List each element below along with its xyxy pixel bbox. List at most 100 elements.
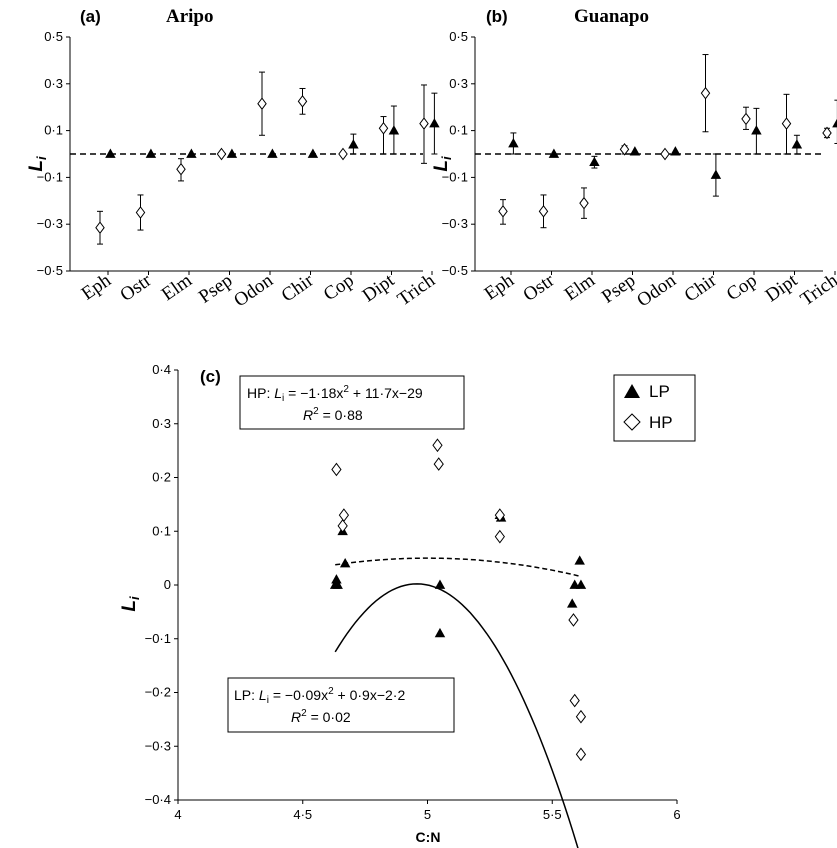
lp-equation-tail: + 0·9x−2·2 — [334, 687, 406, 703]
hp-point — [575, 747, 587, 762]
lp-r2-exp: 2 — [301, 708, 307, 719]
legend-lp-label: LP — [649, 382, 670, 401]
lp-point — [589, 156, 600, 167]
x-category-label: Ostr — [520, 270, 559, 306]
lp-point — [508, 137, 519, 148]
hp-point — [337, 519, 348, 533]
hp-point — [579, 196, 589, 210]
lp-point — [388, 125, 400, 135]
x-category-label: Cop — [723, 270, 761, 305]
x-category-label: Chir — [278, 270, 318, 307]
lp-point — [226, 148, 238, 158]
lp-point — [791, 139, 803, 149]
y-tick-label: 0 — [164, 577, 171, 592]
lp-point — [548, 148, 560, 158]
x-tick-label: 6 — [673, 807, 680, 822]
hp-point — [176, 162, 186, 176]
lp-equation-frame — [227, 677, 455, 733]
panel-a-ylabel-sub: i — [34, 156, 49, 160]
hp-equation-sub: i — [282, 393, 284, 404]
lp-point — [434, 627, 446, 638]
hp-point — [378, 121, 389, 135]
hp-point — [432, 438, 443, 453]
panel-b-ylabel: Li — [431, 156, 454, 172]
panel-a-ylabel-main: L — [26, 160, 47, 172]
x-category-label: Dipt — [762, 269, 802, 306]
hp-point — [660, 147, 670, 161]
x-category-label: Elm — [561, 270, 599, 305]
hp-point — [216, 147, 227, 161]
y-tick-label: −0·5 — [442, 263, 468, 278]
x-category-label: Chir — [681, 270, 721, 307]
legend-frame — [613, 374, 696, 442]
y-tick-label: −0·3 — [442, 216, 468, 231]
hp-point — [331, 462, 342, 477]
y-tick-label: 0·1 — [152, 523, 171, 538]
lp-point — [629, 146, 641, 156]
panel-b-ylabel-sub: i — [439, 156, 454, 160]
y-tick-label: 0·3 — [449, 76, 468, 91]
hp-point — [338, 508, 350, 522]
hp-equation-rhs: = −1·18x — [284, 385, 343, 401]
x-tick-label: 4·5 — [293, 807, 312, 822]
hp-equation: HP: Li = −1·18x2 + 11·7x−29 — [247, 384, 423, 404]
lp-equation-box: LP: Li = −0·09x2 + 0·9x−2·2 R2 = 0·02 — [227, 677, 455, 733]
panel-c-ylabel-main: L — [119, 600, 140, 612]
hp-point — [135, 206, 146, 219]
lp-point — [434, 579, 446, 589]
y-tick-label: −0·1 — [145, 631, 171, 646]
panel-c-letter: (c) — [200, 367, 221, 386]
y-tick-label: 0·2 — [152, 470, 171, 485]
hp-point — [575, 709, 587, 724]
lp-point — [429, 118, 440, 128]
y-tick-label: −0·3 — [37, 216, 63, 231]
panel-a-ylabel: Li — [26, 156, 49, 172]
y-tick-label: −0·2 — [145, 685, 171, 700]
lp-equation-L: L — [259, 687, 267, 703]
panel-b-title: Guanapo — [574, 6, 649, 27]
hp-equation-exp: 2 — [343, 384, 349, 395]
panel-b-letter: (b) — [486, 7, 508, 26]
lp-point — [339, 558, 351, 568]
lp-point — [332, 579, 343, 589]
panel-b-ylabel-main: L — [431, 160, 452, 172]
x-category-label: Odon — [230, 270, 277, 312]
hp-point — [700, 86, 711, 100]
lp-fit-curve — [335, 557, 582, 578]
y-tick-label: −0·1 — [442, 169, 468, 184]
hp-point — [494, 508, 505, 522]
panel-c-xlabel: C:N — [416, 829, 441, 845]
lp-equation-prefix: LP: — [234, 687, 259, 703]
x-category-label: Dipt — [359, 269, 399, 306]
x-category-label: Eph — [481, 270, 519, 305]
lp-equation: LP: Li = −0·09x2 + 0·9x−2·2 — [234, 686, 405, 706]
lp-r2-value: = 0·02 — [307, 709, 351, 725]
x-category-label: Trich — [394, 270, 440, 311]
hp-r2-exp: 2 — [313, 406, 319, 417]
hp-point — [498, 204, 508, 218]
panel-c-ylabel: Li — [119, 596, 142, 612]
lp-point — [710, 169, 722, 179]
legend-hp-marker — [623, 413, 641, 431]
lp-point — [307, 148, 319, 158]
x-category-label: Cop — [320, 270, 358, 305]
x-tick-label: 4 — [174, 807, 181, 822]
lp-point — [832, 118, 837, 128]
x-tick-label: 5·5 — [543, 807, 562, 822]
y-tick-label: 0·4 — [152, 362, 171, 377]
y-tick-label: 0·3 — [152, 416, 171, 431]
hp-equation-frame — [239, 375, 465, 430]
lp-r2: R2 = 0·02 — [291, 708, 351, 725]
lp-equation-sub: i — [267, 695, 269, 706]
hp-point — [781, 117, 792, 130]
hp-point — [619, 142, 630, 156]
hp-equation-tail: + 11·7x−29 — [349, 385, 423, 401]
x-category-label: Ostr — [117, 270, 156, 306]
y-tick-label: 0·5 — [44, 29, 63, 44]
hp-point — [297, 95, 308, 108]
x-tick-label: 5 — [424, 807, 431, 822]
lp-point — [751, 125, 762, 135]
x-category-label: Odon — [633, 270, 680, 312]
x-category-label: Eph — [78, 270, 116, 305]
hp-point — [741, 112, 751, 126]
